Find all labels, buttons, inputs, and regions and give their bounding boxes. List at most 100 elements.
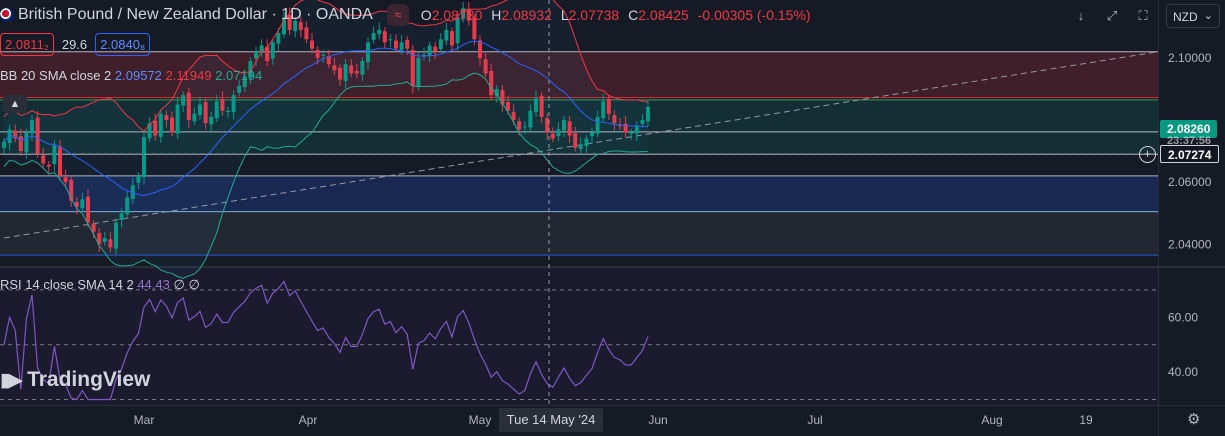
candle-body	[382, 31, 387, 43]
candle-body	[108, 239, 113, 248]
candle-body	[97, 233, 102, 245]
candle-body	[125, 197, 130, 215]
candle-body	[231, 95, 236, 112]
candle-body	[74, 202, 79, 207]
candle-body	[601, 101, 606, 119]
time-tick-label: Jul	[807, 413, 822, 427]
collapse-legend-chevron-up-icon[interactable]: ▲	[3, 95, 27, 113]
ohlc-high: 2.08932	[501, 7, 552, 23]
candle-body	[483, 59, 488, 74]
candle-body	[226, 110, 230, 112]
crosshair-price-value: 2.07274	[1168, 148, 1212, 162]
candle-body	[595, 116, 600, 134]
maximize-icon[interactable]: ⤢	[1106, 8, 1118, 23]
candle-body	[326, 56, 331, 65]
candle-body	[2, 141, 6, 148]
ohlc-values: O2.08730 H2.08932 L2.07738 C2.08425 -0.0…	[421, 7, 816, 23]
candle-body	[646, 106, 650, 122]
candle-body	[102, 238, 107, 242]
bb-mid-line	[3, 40, 649, 197]
spread-value: 29.6	[61, 37, 88, 52]
bar-countdown-timer: 23:37:56	[1167, 135, 1212, 147]
currency-select[interactable]: NZD ⌄	[1166, 4, 1220, 28]
candle-body	[270, 42, 275, 59]
symbol-title[interactable]: British Pound / New Zealand Dollar · 1D …	[18, 6, 373, 23]
candle-body	[623, 123, 628, 133]
candle-body	[175, 104, 180, 134]
candle-body	[153, 120, 158, 136]
time-tick-label: May	[469, 413, 492, 427]
candle-body	[522, 126, 527, 128]
sell-price-button[interactable]: 2.0811₂	[0, 33, 54, 56]
candle-body	[293, 20, 298, 32]
candle-body	[237, 85, 242, 93]
rsi-legend[interactable]: RSI 14 close SMA 14 2 44.43 ∅ ∅	[0, 277, 200, 293]
candle-body	[343, 64, 348, 81]
ohlc-close: 2.08425	[638, 7, 689, 23]
candle-body	[86, 196, 90, 223]
tradingview-wordmark: TradingView	[27, 368, 151, 391]
candle-body	[517, 121, 522, 130]
candle-body	[606, 98, 611, 114]
candle-body	[259, 45, 264, 53]
candle-body	[147, 123, 152, 139]
candle-body	[276, 33, 281, 44]
buy-price-button[interactable]: 2.0840₈	[95, 33, 151, 56]
candle-body	[315, 49, 320, 58]
crosshair-price-label: 2.07274	[1160, 145, 1220, 163]
settings-gear-icon[interactable]: ⚙	[1187, 411, 1201, 428]
candle-body	[35, 117, 40, 155]
tradingview-mark-icon: ▮▶	[0, 369, 23, 391]
rsi-line	[3, 280, 649, 401]
candle-body	[556, 129, 561, 137]
candle-body	[545, 118, 550, 133]
candle-body	[91, 223, 96, 232]
bb-legend[interactable]: BB 20 SMA close 2 2.09572 2.11949 2.0719…	[0, 68, 262, 83]
bb-lower-line	[3, 72, 649, 279]
candle-body	[332, 65, 337, 71]
candle-body	[142, 137, 146, 178]
candle-body	[114, 222, 118, 249]
candle-body	[354, 70, 359, 74]
candle-body	[310, 40, 314, 49]
candle-body	[399, 42, 404, 50]
alert-clock-icon[interactable]: ≈	[386, 4, 409, 26]
candle-body	[405, 39, 410, 49]
tradingview-logo: ▮▶ TradingView	[0, 368, 150, 392]
candle-body	[360, 61, 365, 75]
candle-body	[18, 136, 23, 152]
rsi-tick-label: 40.00	[1168, 365, 1198, 379]
candle-body	[13, 130, 18, 139]
candle-body	[562, 120, 566, 131]
candle-body	[539, 95, 544, 117]
candle-body	[634, 126, 639, 134]
candle-body	[192, 113, 197, 122]
candle-body	[181, 95, 186, 106]
candle-body	[578, 144, 583, 150]
candle-body	[534, 98, 538, 112]
price-tick-label: 2.10000	[1168, 51, 1212, 65]
candle-body	[136, 175, 141, 183]
candle-body	[629, 132, 634, 134]
bb-mid-value: 2.09572	[114, 68, 162, 83]
candle-body	[265, 46, 270, 62]
candle-body	[388, 39, 393, 41]
fullscreen-icon[interactable]: ⛶	[1138, 8, 1148, 23]
rsi-null-a: ∅	[173, 277, 185, 292]
ohlc-open-key: O	[420, 7, 432, 23]
zone-resistance	[0, 51, 1158, 98]
candle-body	[58, 146, 62, 176]
time-tick-label: 19	[1079, 413, 1093, 427]
candle-body	[46, 164, 51, 167]
time-tick-label: Jun	[648, 413, 667, 427]
candle-body	[410, 49, 415, 86]
add-alert-plus-icon[interactable]: +	[1139, 146, 1156, 163]
candle-body	[450, 31, 454, 46]
candle-body	[164, 115, 169, 121]
candle-body	[506, 102, 510, 111]
candle-body	[254, 51, 258, 59]
ohlc-low-key: L	[560, 7, 569, 23]
current-price-label: 2.08260 23:37:56	[1160, 120, 1218, 147]
arrow-down-icon[interactable]: ↓	[1077, 8, 1085, 23]
